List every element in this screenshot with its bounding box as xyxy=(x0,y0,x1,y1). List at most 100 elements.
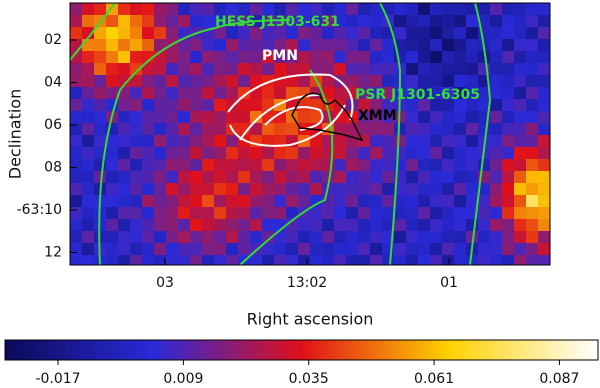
map-pixel xyxy=(490,183,502,195)
map-pixel xyxy=(394,15,406,27)
map-pixel xyxy=(514,39,526,51)
map-pixel xyxy=(406,15,418,27)
map-pixel xyxy=(538,39,550,51)
y-tick-label: 02 xyxy=(44,32,62,48)
map-pixel xyxy=(466,171,478,183)
map-pixel xyxy=(82,207,94,219)
map-pixel xyxy=(478,135,490,147)
map-pixel xyxy=(166,15,178,27)
map-pixel xyxy=(226,3,238,15)
map-pixel xyxy=(478,207,490,219)
map-pixel xyxy=(454,219,466,231)
map-pixel xyxy=(82,135,94,147)
map-pixel xyxy=(430,147,442,159)
map-pixel xyxy=(190,99,202,111)
map-pixel xyxy=(142,207,154,219)
map-pixel xyxy=(178,75,190,87)
map-pixel xyxy=(430,75,442,87)
map-pixel xyxy=(466,99,478,111)
map-pixel xyxy=(190,111,202,123)
map-pixel xyxy=(130,219,142,231)
map-pixel xyxy=(202,135,214,147)
map-pixel xyxy=(538,75,550,87)
map-pixel xyxy=(70,147,82,159)
map-pixel xyxy=(334,171,346,183)
map-pixel xyxy=(358,111,370,123)
map-pixel xyxy=(418,15,430,27)
map-pixel xyxy=(310,159,322,171)
map-pixel xyxy=(142,99,154,111)
map-pixel xyxy=(286,255,298,265)
map-pixel xyxy=(526,51,538,63)
map-pixel xyxy=(142,171,154,183)
map-pixel xyxy=(406,27,418,39)
map-pixel xyxy=(250,51,262,63)
map-pixel xyxy=(466,123,478,135)
map-pixel xyxy=(478,219,490,231)
map-pixel xyxy=(262,147,274,159)
map-pixel xyxy=(202,75,214,87)
map-pixel xyxy=(442,243,454,255)
map-pixel xyxy=(154,183,166,195)
map-pixel xyxy=(262,39,274,51)
map-pixel xyxy=(142,27,154,39)
map-pixel xyxy=(334,183,346,195)
map-pixel xyxy=(478,231,490,243)
map-pixel xyxy=(442,111,454,123)
map-pixel xyxy=(142,219,154,231)
map-pixel xyxy=(310,147,322,159)
map-pixel xyxy=(82,183,94,195)
map-pixel xyxy=(298,171,310,183)
map-pixel xyxy=(526,15,538,27)
map-pixel xyxy=(166,111,178,123)
map-pixel xyxy=(430,111,442,123)
map-pixel xyxy=(94,135,106,147)
map-pixel xyxy=(106,195,118,207)
map-pixel xyxy=(142,123,154,135)
map-pixel xyxy=(442,63,454,75)
map-pixel xyxy=(430,255,442,265)
map-pixel xyxy=(442,27,454,39)
map-pixel xyxy=(418,27,430,39)
map-pixel xyxy=(70,219,82,231)
map-pixel xyxy=(214,183,226,195)
map-pixel xyxy=(286,243,298,255)
map-pixel xyxy=(226,51,238,63)
map-pixel xyxy=(322,219,334,231)
map-pixel xyxy=(250,231,262,243)
map-pixel xyxy=(502,111,514,123)
map-pixel xyxy=(154,171,166,183)
map-pixel xyxy=(442,135,454,147)
map-pixel xyxy=(466,111,478,123)
map-pixel xyxy=(370,15,382,27)
map-pixel xyxy=(286,171,298,183)
map-pixel xyxy=(190,159,202,171)
map-pixel xyxy=(214,111,226,123)
map-pixel xyxy=(430,171,442,183)
map-pixel xyxy=(70,231,82,243)
map-pixel xyxy=(142,75,154,87)
map-pixel xyxy=(226,39,238,51)
map-pixel xyxy=(430,159,442,171)
map-pixel xyxy=(538,15,550,27)
map-pixel xyxy=(502,195,514,207)
map-pixel xyxy=(358,51,370,63)
map-pixel xyxy=(250,255,262,265)
map-pixel xyxy=(178,147,190,159)
map-pixel xyxy=(190,195,202,207)
map-pixel xyxy=(418,99,430,111)
map-pixel xyxy=(418,147,430,159)
map-pixel xyxy=(322,87,334,99)
map-pixel xyxy=(94,75,106,87)
map-pixel xyxy=(262,99,274,111)
map-pixel xyxy=(406,183,418,195)
map-pixel xyxy=(214,3,226,15)
map-pixel xyxy=(346,255,358,265)
map-pixel xyxy=(358,183,370,195)
map-pixel xyxy=(178,51,190,63)
map-pixel xyxy=(370,159,382,171)
map-pixel xyxy=(286,123,298,135)
map-pixel xyxy=(250,219,262,231)
map-pixel xyxy=(202,99,214,111)
map-pixel xyxy=(214,27,226,39)
